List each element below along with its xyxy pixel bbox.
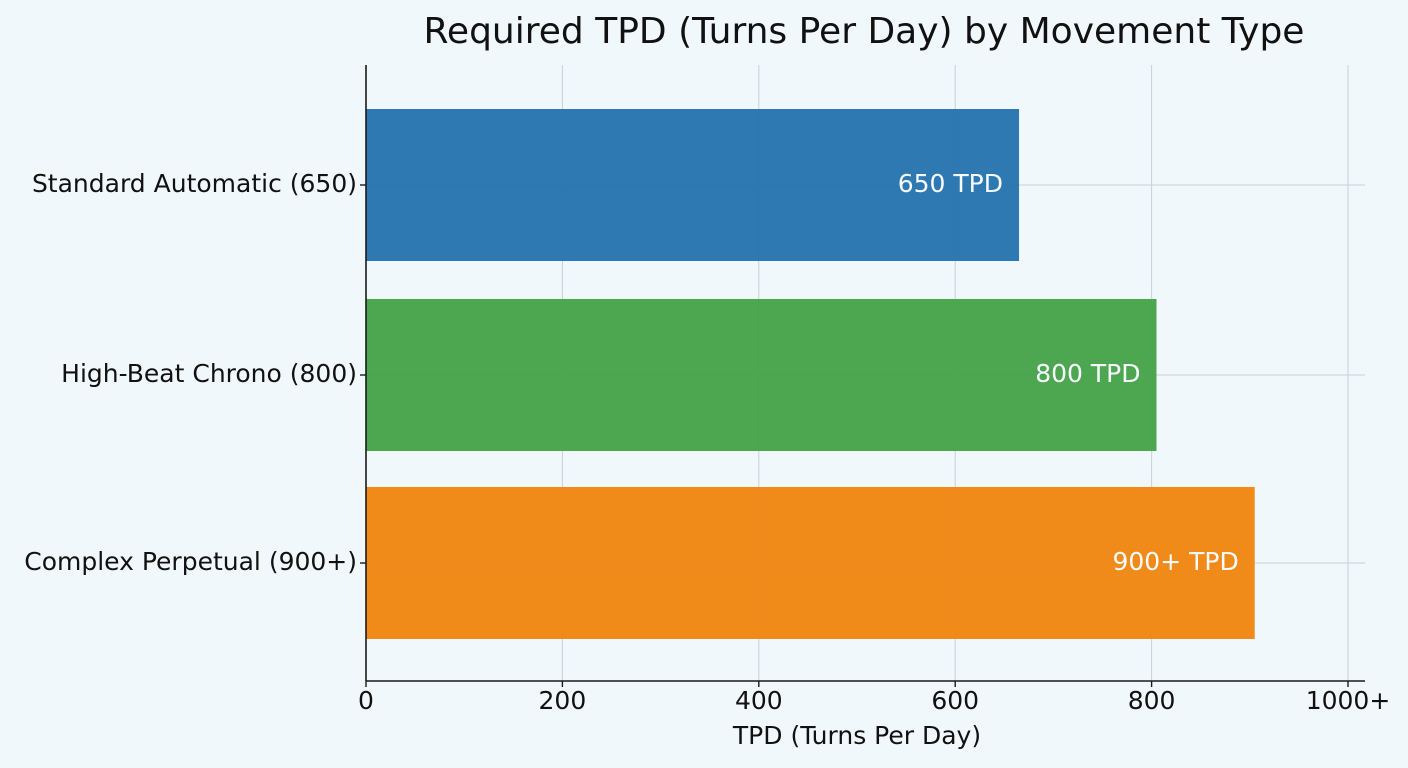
bar [366, 299, 1157, 451]
chart-title: Required TPD (Turns Per Day) by Movement… [424, 11, 1305, 52]
x-axis-title: TPD (Turns Per Day) [732, 721, 981, 750]
y-category-label: Standard Automatic (650) [32, 169, 357, 198]
x-tick-label: 800 [1128, 686, 1176, 715]
bar-data-label: 650 TPD [898, 169, 1003, 198]
label-layer: 0 200 400 600 800 1000+ Standard Automatic (65… [24, 169, 1390, 715]
y-category-label: Complex Perpetual (900+) [24, 547, 357, 576]
axis-layer [360, 65, 1365, 687]
bar [366, 487, 1255, 639]
x-tick-label: 200 [539, 686, 587, 715]
x-tick-label: 400 [735, 686, 783, 715]
bar [366, 109, 1020, 261]
x-tick-label: 0 [358, 686, 374, 715]
bar-data-label: 800 TPD [1035, 359, 1140, 388]
x-tick-label: 1000+ [1306, 686, 1391, 715]
x-tick-label: 600 [931, 686, 979, 715]
y-category-label: High-Beat Chrono (800) [61, 359, 357, 388]
bar-layer [366, 109, 1255, 639]
bar-data-label: 900+ TPD [1112, 547, 1238, 576]
